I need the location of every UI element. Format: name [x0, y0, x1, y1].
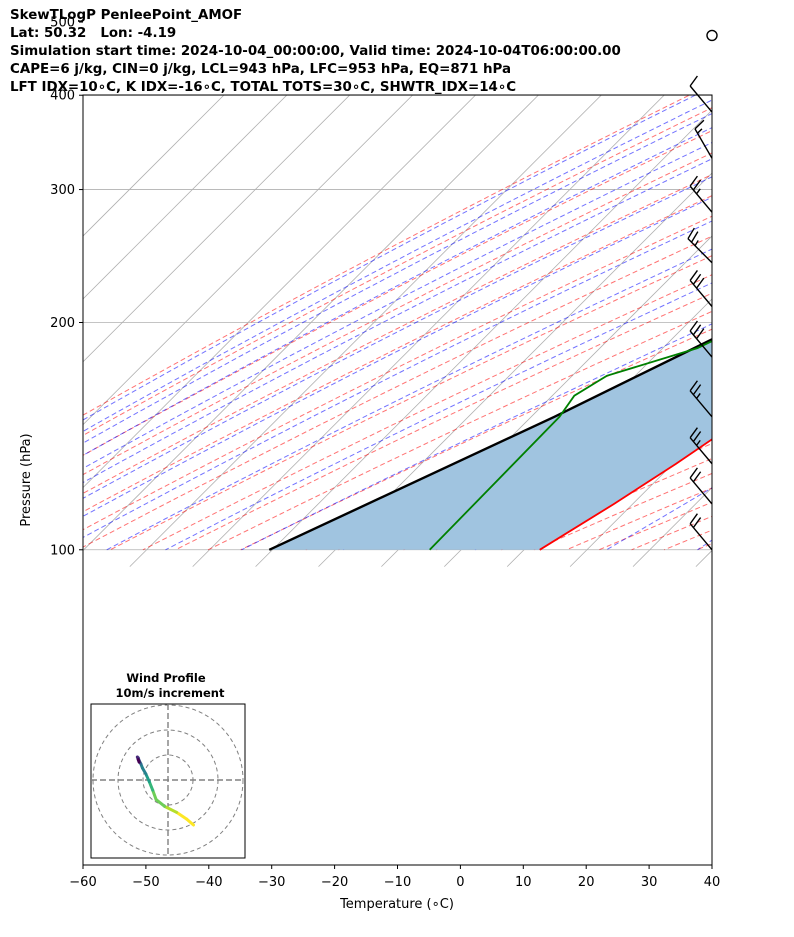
isotherm-line — [83, 95, 414, 426]
dry-adiabat — [83, 107, 712, 437]
wind-barb — [689, 75, 713, 113]
wind-barb — [689, 320, 713, 358]
x-tick-label: −40 — [195, 875, 222, 890]
hodograph-title: Wind Profile — [126, 671, 206, 685]
chart-title: SkewTLogP PenleePoint_AMOF — [10, 8, 243, 23]
y-tick-label: 400 — [50, 89, 75, 104]
moist-adiabat — [83, 158, 712, 484]
isotherm-line — [192, 95, 665, 567]
station-location: Lat: 50.32 Lon: -4.19 — [10, 26, 177, 41]
hodograph-segment — [154, 798, 167, 808]
instability-indices: CAPE=6 j/kg, CIN=0 j/kg, LCL=943 hPa, LF… — [10, 62, 512, 77]
isotherm-line — [255, 109, 712, 567]
dry-adiabat — [83, 130, 712, 456]
y-tick-label: 100 — [50, 543, 75, 558]
wind-barb — [689, 467, 713, 505]
dry-adiabat — [83, 215, 712, 531]
y-tick-label: 200 — [50, 316, 75, 331]
x-tick-label: 0 — [456, 875, 464, 890]
wind-barb — [689, 380, 713, 418]
wind-barb — [706, 29, 718, 42]
y-tick-label: 300 — [50, 183, 75, 198]
isotherm-line — [83, 95, 225, 237]
moist-adiabat — [83, 112, 712, 444]
hodograph-segment — [151, 788, 158, 802]
wind-barb — [689, 270, 713, 307]
hodograph-inset: Wind Profile 10m/s increment — [90, 671, 246, 859]
y-tick-label: 500 — [50, 16, 75, 31]
x-tick-label: 20 — [578, 875, 595, 890]
x-tick-label: −20 — [321, 875, 348, 890]
x-tick-label: 10 — [515, 875, 532, 890]
dry-adiabat — [664, 529, 712, 551]
wind-barb — [694, 119, 713, 159]
x-axis-label: Temperature (∘C) — [339, 897, 454, 912]
dry-adiabat — [83, 95, 691, 416]
x-tick-label: 40 — [704, 875, 721, 890]
x-tick-label: 30 — [641, 875, 658, 890]
stability-indices: LFT IDX=10∘C, K IDX=-16∘C, TOTAL TOTS=30… — [10, 80, 517, 95]
wind-barb — [689, 175, 713, 213]
isotherm-line — [83, 95, 477, 489]
wind-barb — [689, 427, 713, 465]
hodograph-segment — [136, 758, 141, 764]
moist-adiabat — [83, 220, 712, 539]
moist-adiabat — [83, 99, 712, 432]
x-tick-label: −10 — [384, 875, 411, 890]
isotherm-line — [759, 0, 794, 567]
moist-adiabat — [83, 142, 712, 469]
isotherm-line — [318, 172, 712, 567]
dry-adiabat — [83, 195, 712, 513]
x-tick-label: −50 — [132, 875, 159, 890]
dry-adiabat — [83, 235, 712, 548]
x-tick-label: −60 — [69, 875, 96, 890]
isotherm-line — [129, 95, 602, 567]
wind-barb — [689, 513, 713, 551]
hodograph-segment — [175, 810, 189, 821]
isotherm-line — [83, 95, 540, 552]
hodograph-segment — [147, 780, 155, 792]
dry-adiabat — [83, 173, 712, 494]
simulation-times: Simulation start time: 2024-10-04_00:00:… — [10, 44, 621, 59]
y-axis-label: Pressure (hPa) — [19, 433, 34, 526]
hodograph-segment — [185, 817, 195, 827]
isotherm-line — [83, 95, 351, 363]
isotherm-line — [83, 95, 288, 300]
moist-adiabat — [83, 127, 712, 456]
moist-adiabat — [83, 95, 697, 421]
wind-barb — [687, 227, 713, 264]
x-tick-label: −30 — [258, 875, 285, 890]
cape-area — [269, 339, 712, 550]
moist-adiabat — [83, 196, 712, 517]
chart-title-block: SkewTLogP PenleePoint_AMOF Lat: 50.32 Lo… — [10, 7, 621, 97]
moist-adiabat — [83, 176, 712, 499]
hodograph-segment — [163, 804, 178, 814]
dry-adiabat — [83, 152, 712, 476]
hodograph-subtitle: 10m/s increment — [116, 686, 225, 700]
